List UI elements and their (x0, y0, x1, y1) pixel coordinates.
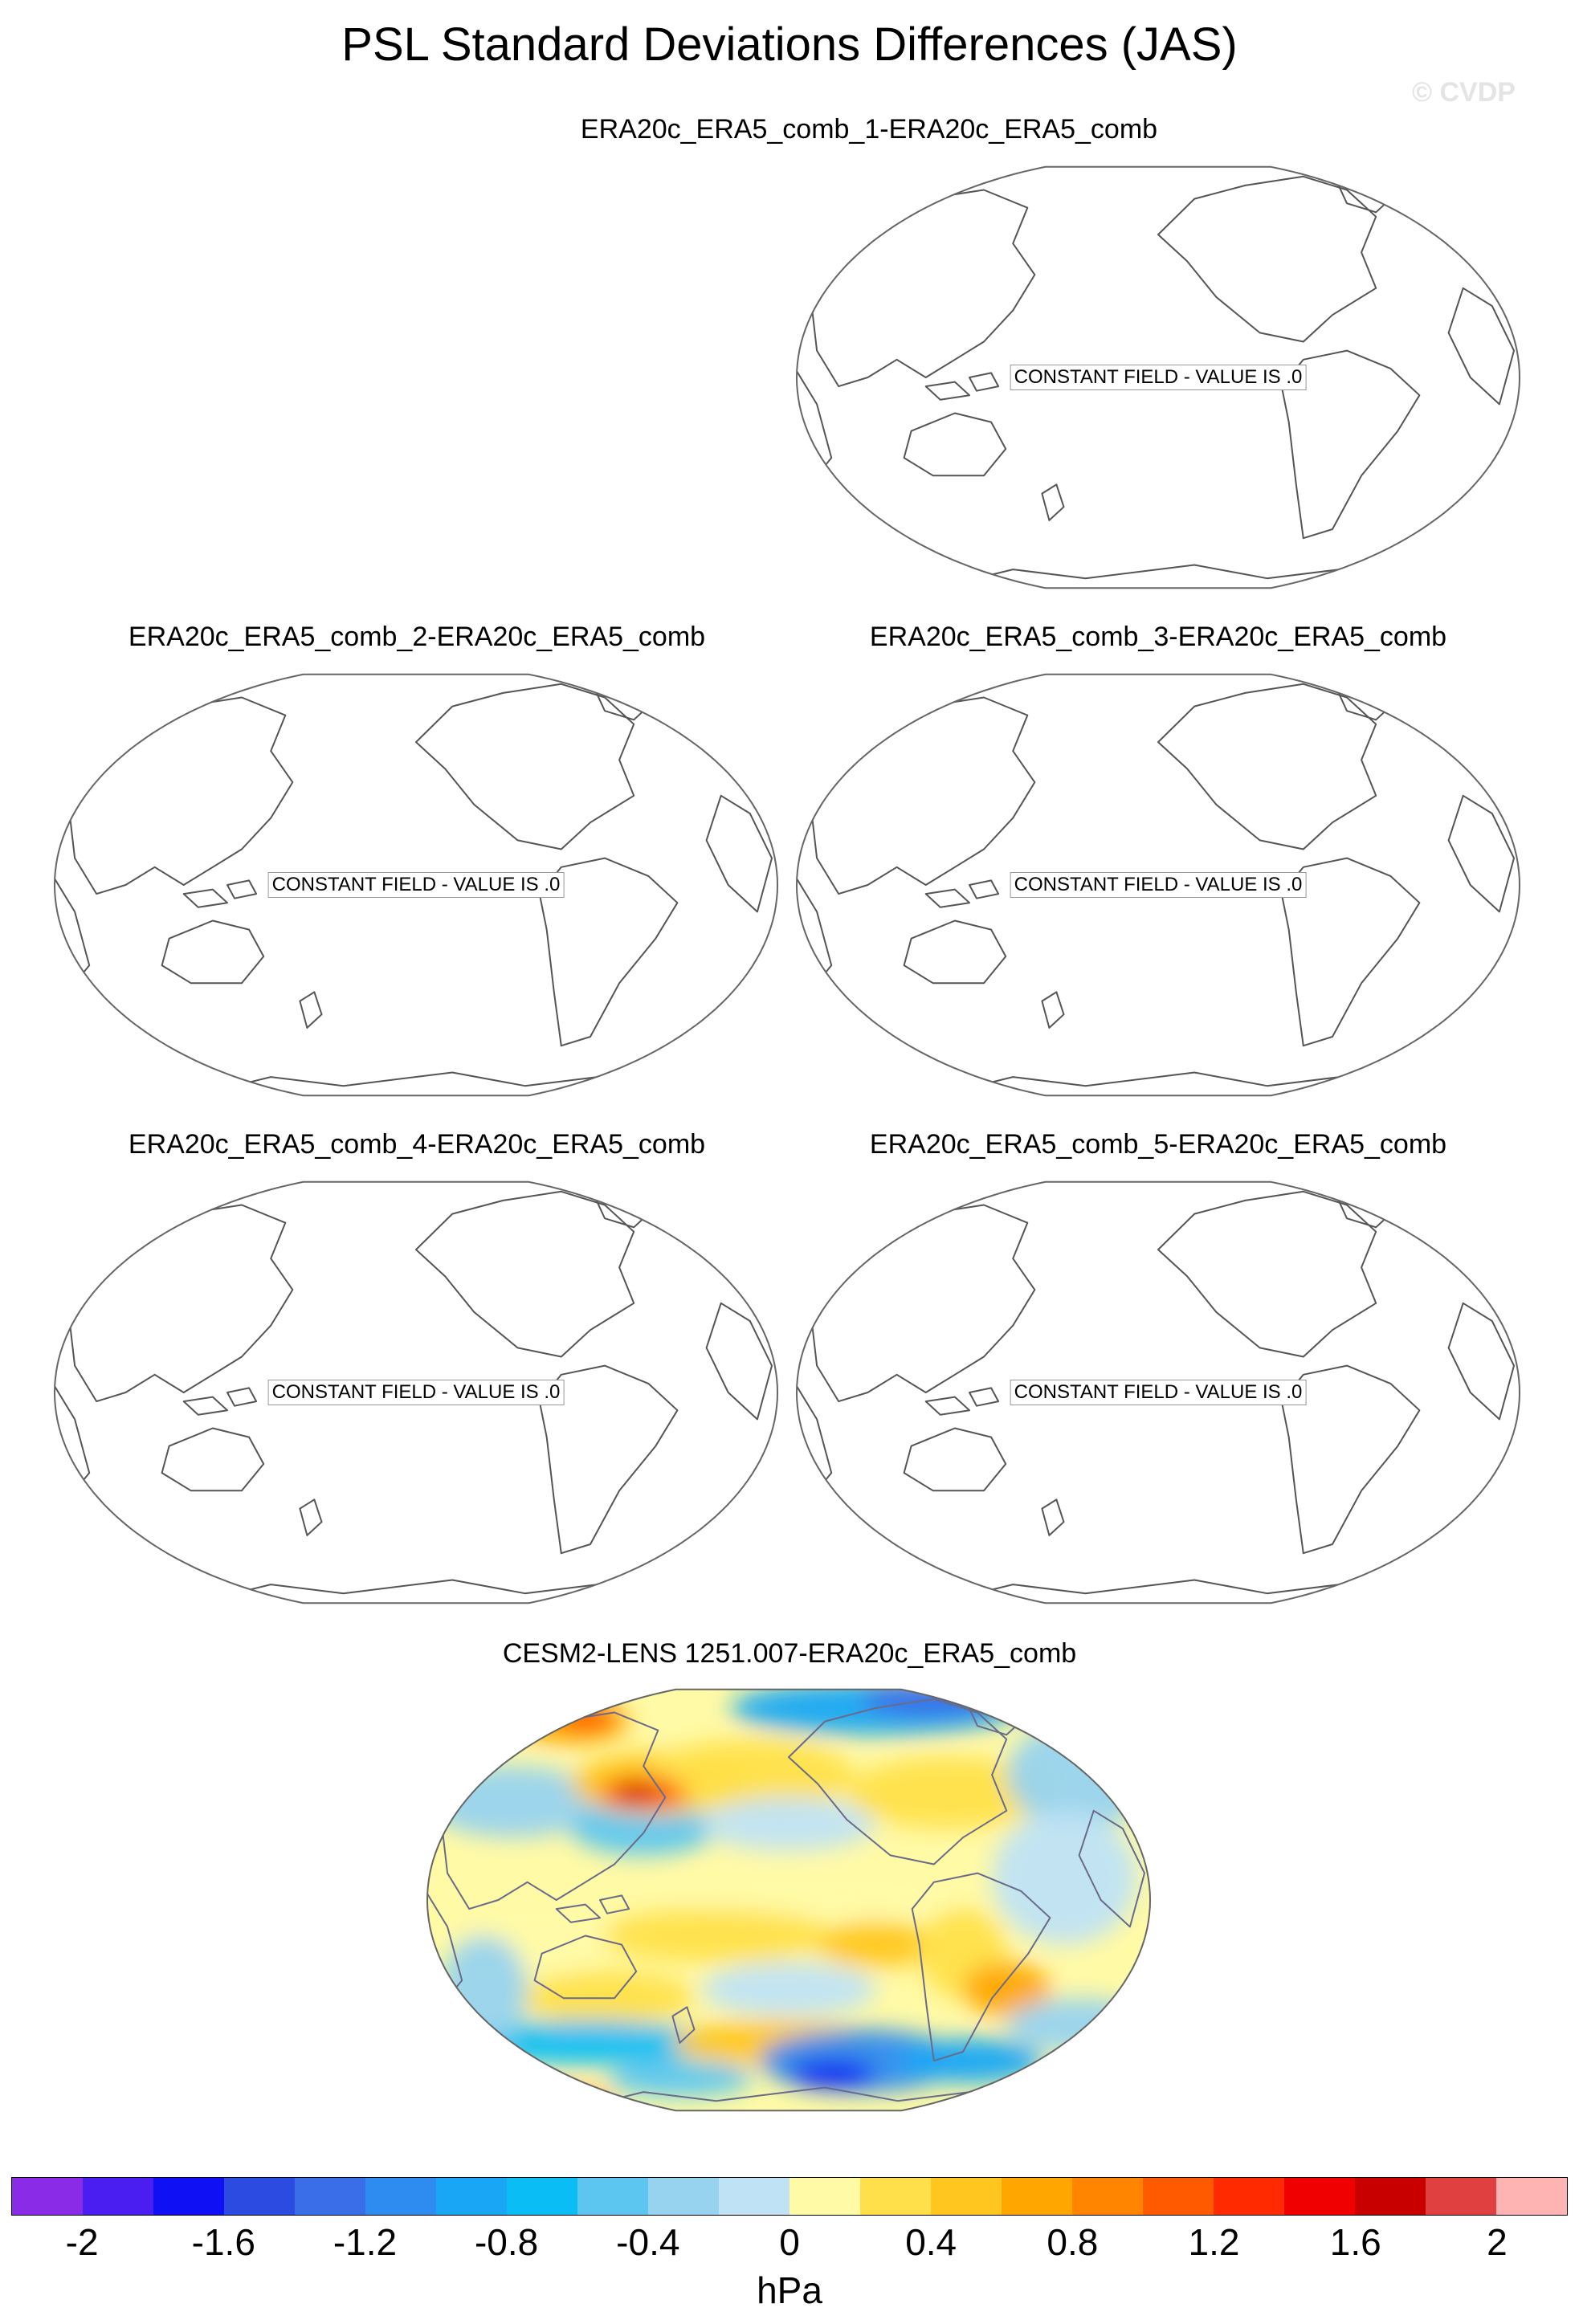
colorbar-swatch (860, 2178, 931, 2215)
panel-title-4: ERA20c_ERA5_comb_4-ERA20c_ERA5_comb (128, 1129, 706, 1160)
constant-field-label-3: CONSTANT FIELD - VALUE IS .0 (1010, 872, 1307, 898)
anomaly-panel-title: CESM2-LENS 1251.007-ERA20c_ERA5_comb (502, 1638, 1077, 1669)
colorbar-swatch (1214, 2178, 1284, 2215)
panel-title-5: ERA20c_ERA5_comb_5-ERA20c_ERA5_comb (869, 1129, 1447, 1160)
colorbar-tick-label: 1.6 (1329, 2221, 1381, 2263)
colorbar-swatch (507, 2178, 577, 2215)
watermark: © CVDP (1412, 77, 1516, 108)
panel-title-1: ERA20c_ERA5_comb_1-ERA20c_ERA5_comb (580, 114, 1158, 145)
colorbar (11, 2177, 1568, 2216)
colorbar-swatch (153, 2178, 224, 2215)
map-panel-3 (795, 673, 1521, 1097)
colorbar-swatch (83, 2178, 153, 2215)
colorbar-swatch (436, 2178, 507, 2215)
colorbar-swatch (577, 2178, 648, 2215)
map-panel-2 (53, 673, 779, 1097)
colorbar-swatch (12, 2178, 83, 2215)
colorbar-swatch (648, 2178, 719, 2215)
colorbar-swatch (1143, 2178, 1214, 2215)
colorbar-tick-label: 0 (779, 2221, 800, 2263)
colorbar-tick-label: 0.8 (1047, 2221, 1099, 2263)
map-panel-1 (795, 165, 1521, 589)
map-panel-5 (795, 1180, 1521, 1604)
colorbar-tick-label: -0.8 (474, 2221, 539, 2263)
colorbar-tick-label: -1.6 (191, 2221, 255, 2263)
panel-title-2: ERA20c_ERA5_comb_2-ERA20c_ERA5_comb (128, 622, 706, 652)
anomaly-map (426, 1688, 1152, 2112)
colorbar-swatch (295, 2178, 365, 2215)
colorbar-swatch (1496, 2178, 1567, 2215)
constant-field-label-1: CONSTANT FIELD - VALUE IS .0 (1010, 365, 1307, 390)
colorbar-swatch (224, 2178, 295, 2215)
colorbar-swatch (1002, 2178, 1072, 2215)
constant-field-label-5: CONSTANT FIELD - VALUE IS .0 (1010, 1380, 1307, 1405)
colorbar-swatch (1072, 2178, 1143, 2215)
colorbar-swatch (365, 2178, 436, 2215)
colorbar-swatch (1355, 2178, 1426, 2215)
colorbar-tick-label: -2 (65, 2221, 99, 2263)
figure-title: PSL Standard Deviations Differences (JAS… (341, 18, 1238, 71)
colorbar-units: hPa (757, 2269, 822, 2311)
map-panel-4 (53, 1180, 779, 1604)
colorbar-tick-label: -0.4 (616, 2221, 680, 2263)
colorbar-tick-label: 1.2 (1188, 2221, 1240, 2263)
colorbar-tick-label: -1.2 (333, 2221, 398, 2263)
colorbar-tick-label: 2 (1487, 2221, 1508, 2263)
panel-title-3: ERA20c_ERA5_comb_3-ERA20c_ERA5_comb (869, 622, 1447, 652)
colorbar-tick-label: 0.4 (905, 2221, 957, 2263)
colorbar-swatch (931, 2178, 1002, 2215)
colorbar-swatch (1284, 2178, 1355, 2215)
colorbar-swatch (719, 2178, 790, 2215)
constant-field-label-4: CONSTANT FIELD - VALUE IS .0 (267, 1380, 565, 1405)
colorbar-swatch (790, 2178, 860, 2215)
constant-field-label-2: CONSTANT FIELD - VALUE IS .0 (267, 872, 565, 898)
colorbar-swatch (1426, 2178, 1496, 2215)
